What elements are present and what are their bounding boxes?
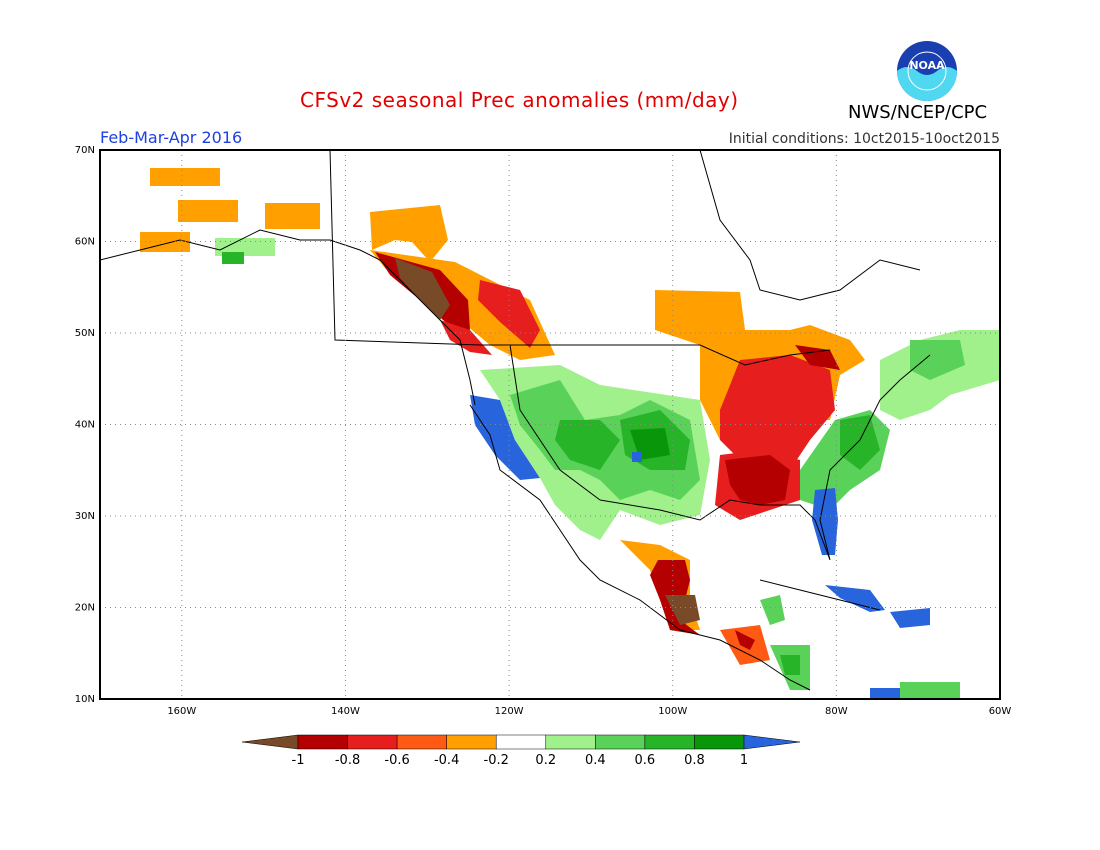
colorbar-box bbox=[495, 734, 547, 750]
colorbar-tick-label: 1 bbox=[740, 753, 748, 768]
colorbar-box bbox=[694, 734, 745, 750]
lon-label: 140W bbox=[331, 706, 360, 717]
colorbar-tick-label: 0.4 bbox=[585, 753, 606, 768]
colorbar-box bbox=[545, 734, 596, 750]
colorbar-box bbox=[446, 734, 497, 750]
lon-label: 160W bbox=[167, 706, 196, 717]
colorbar-box bbox=[297, 734, 348, 750]
lon-label: 100W bbox=[658, 706, 687, 717]
lon-label: 120W bbox=[495, 706, 524, 717]
org-label: NWS/NCEP/CPC bbox=[848, 102, 988, 123]
lon-labels: 160W 140W 120W 100W 80W 60W bbox=[167, 706, 1011, 717]
colorbar-tick-label: -0.4 bbox=[434, 753, 459, 768]
colorbar-box bbox=[396, 734, 447, 750]
map-title: CFSv2 seasonal Prec anomalies (mm/day) bbox=[300, 88, 739, 112]
graticule bbox=[100, 150, 1000, 699]
colorbar-tick-label: -0.8 bbox=[335, 753, 360, 768]
lat-label: 60N bbox=[75, 237, 95, 248]
map-frame bbox=[99, 149, 1001, 700]
lat-label: 40N bbox=[75, 420, 95, 431]
lat-label: 30N bbox=[75, 511, 95, 522]
coastlines bbox=[100, 150, 931, 691]
lat-label: 10N bbox=[75, 694, 95, 705]
colorbar-box bbox=[347, 734, 398, 750]
colorbar-tick-label: -1 bbox=[292, 753, 305, 768]
lon-label: 60W bbox=[989, 706, 1012, 717]
lat-labels: 70N 60N 50N 40N 30N 20N 10N bbox=[75, 145, 95, 705]
lon-label: 80W bbox=[825, 706, 848, 717]
colorbar: -1 -0.8 -0.6 -0.4 -0.2 0.2 0.4 0.6 0.8 1 bbox=[241, 734, 801, 768]
colorbar-tick-label: -0.2 bbox=[484, 753, 509, 768]
colorbar-tick-label: 0.6 bbox=[635, 753, 656, 768]
noaa-logo-text: NOAA bbox=[909, 59, 945, 72]
colorbar-box bbox=[644, 734, 695, 750]
colorbar-tick-label: -0.6 bbox=[384, 753, 409, 768]
anomaly-shading bbox=[140, 168, 1000, 699]
colorbar-low-triangle bbox=[241, 734, 299, 750]
colorbar-high-triangle bbox=[743, 734, 801, 750]
colorbar-tick-label: 0.8 bbox=[684, 753, 705, 768]
colorbar-box bbox=[595, 734, 646, 750]
lat-label: 50N bbox=[75, 328, 95, 339]
period-label: Feb-Mar-Apr 2016 bbox=[100, 128, 243, 147]
lat-label: 70N bbox=[75, 145, 95, 156]
initial-conditions-label: Initial conditions: 10ct2015-10oct2015 bbox=[728, 131, 1000, 147]
colorbar-tick-label: 0.2 bbox=[535, 753, 556, 768]
noaa-logo: NOAA bbox=[897, 41, 957, 101]
lat-label: 20N bbox=[75, 603, 95, 614]
